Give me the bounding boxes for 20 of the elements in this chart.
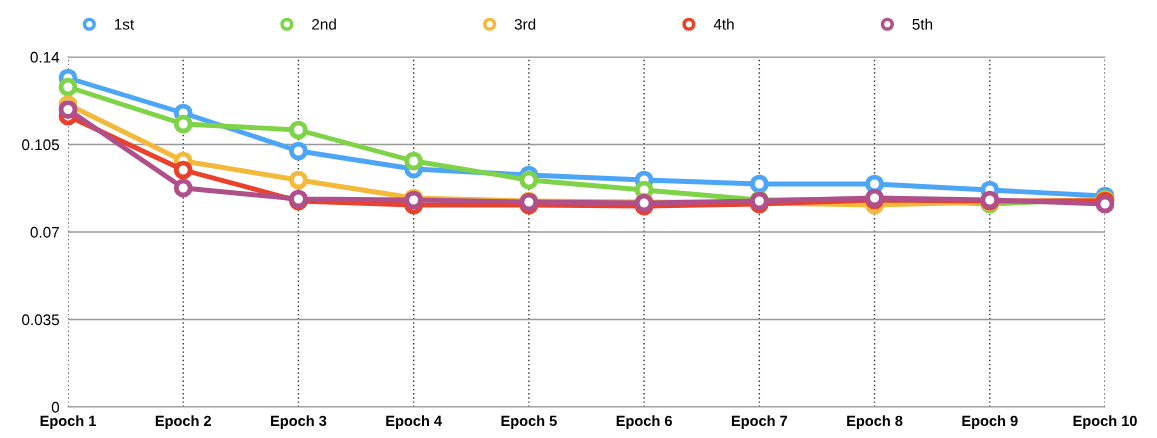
x-tick-label: Epoch 10 xyxy=(1073,415,1137,429)
y-tick-label: 0.105 xyxy=(22,139,60,151)
x-tick-label: Epoch 2 xyxy=(155,415,211,429)
x-tick-label: Epoch 1 xyxy=(40,415,96,429)
legend-label: 5th xyxy=(912,18,933,30)
x-tick-label: Epoch 4 xyxy=(386,415,442,429)
x-tick-label: Epoch 6 xyxy=(616,415,672,429)
legend-label: 3rd xyxy=(514,18,536,30)
x-tick-label: Epoch 7 xyxy=(731,415,788,429)
legend-label: 1st xyxy=(114,19,135,30)
legend-label: 2nd xyxy=(312,18,336,30)
legend-label: 4th xyxy=(713,18,734,30)
y-tick-label: 0.035 xyxy=(22,314,60,326)
x-tick-label: Epoch 8 xyxy=(847,415,903,429)
y-tick-label: 0 xyxy=(51,401,60,413)
x-tick-label: Epoch 3 xyxy=(271,415,327,429)
x-tick-label: Epoch 5 xyxy=(501,415,557,429)
y-tick-label: 0.14 xyxy=(30,51,60,63)
y-tick-label: 0.07 xyxy=(30,226,59,238)
x-tick-label: Epoch 9 xyxy=(962,415,1018,429)
